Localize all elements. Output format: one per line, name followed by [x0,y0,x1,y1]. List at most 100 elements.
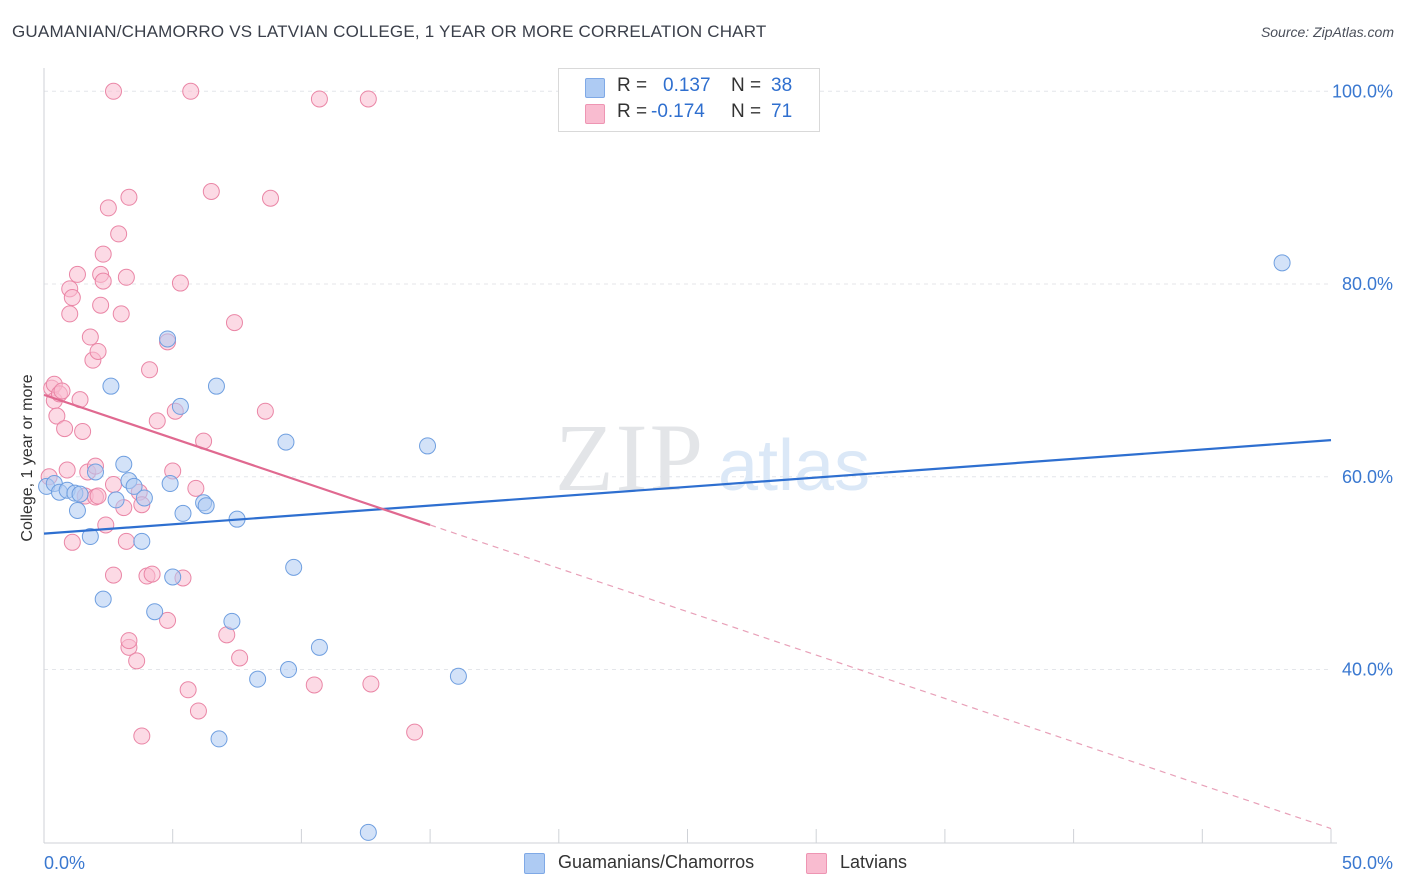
data-point [280,661,298,679]
legend-r-value: -0.174 [651,101,705,122]
legend-swatch-pink [585,104,605,124]
data-point [359,823,377,841]
data-point [115,455,133,473]
data-point [104,475,122,493]
data-point [94,272,112,290]
data-point [449,667,467,685]
legend-n-label: N = [731,75,762,96]
bottom-legend-label: Guamanians/Chamorros [558,852,755,872]
data-point [58,461,76,479]
y-tick-label: 60.0% [1342,467,1393,487]
data-point [305,676,323,694]
data-point [310,90,328,108]
data-point [223,612,241,630]
data-point [107,491,125,509]
data-point [92,296,110,314]
bottom-legend-swatch-blue [524,853,545,874]
latvians-trend-extension [429,524,1332,830]
data-point [53,382,71,400]
bottom-legend-swatch-pink [806,853,827,874]
data-point [256,402,274,420]
chart-title: GUAMANIAN/CHAMORRO VS LATVIAN COLLEGE, 1… [12,22,767,41]
watermark-atlas: atlas [718,426,870,506]
data-point [141,361,159,379]
data-point [189,702,207,720]
data-point [120,188,138,206]
data-point [1273,254,1291,272]
data-point [104,566,122,584]
legend-n-value: 38 [771,75,793,96]
data-point [99,199,117,217]
watermark-zip: ZIP [555,404,705,511]
data-point [277,433,295,451]
data-point [143,565,161,583]
data-point [117,532,135,550]
data-point [133,532,151,550]
data-point [125,477,143,495]
correlation-legend: R = 0.137 N = 38 R = -0.174 N = 71 [558,68,820,132]
data-point [174,504,192,522]
data-point [94,590,112,608]
y-tick-label: 80.0% [1342,274,1393,294]
data-point [249,670,267,688]
tick-labels: 40.0% 60.0% 80.0% 100.0% 0.0% 50.0% [44,81,1393,873]
data-point [56,420,74,438]
data-point [61,305,79,323]
watermark: ZIP atlas [555,404,870,511]
legend-r-label: R = [617,75,648,96]
data-point [74,422,92,440]
data-point [120,632,138,650]
data-point [164,568,182,586]
data-point [210,730,228,748]
data-point [362,675,380,693]
data-point [89,342,107,360]
data-point [359,90,377,108]
data-point [117,268,135,286]
legend-swatch-blue [585,78,605,98]
data-point [159,330,177,348]
data-point [161,475,179,493]
data-point [310,638,328,656]
data-point [128,652,146,670]
data-point [81,328,99,346]
legend-r-label: R = [617,101,648,122]
latvians-trend-line [43,393,431,527]
data-point [171,274,189,292]
data-point [48,407,66,425]
data-point [285,558,303,576]
data-point [110,225,128,243]
x-tick-label: 50.0% [1342,853,1393,873]
data-point [63,533,81,551]
data-point [102,377,120,395]
data-point [71,485,89,503]
data-point [94,245,112,263]
data-point [63,289,81,307]
data-point [231,649,249,667]
grid-lines [44,90,1331,671]
data-point [225,314,243,332]
data-point [187,479,205,497]
data-point [182,82,200,100]
data-point [406,723,424,741]
legend-n-value: 71 [771,101,793,122]
data-point [112,305,130,323]
data-point [171,397,189,415]
data-point [207,377,225,395]
trend-lines [43,393,1332,830]
axes [43,68,1337,844]
legend-r-value: 0.137 [663,75,711,96]
guamanians-points [38,254,1291,841]
data-point [146,603,164,621]
data-point [81,528,99,546]
data-point [86,463,104,481]
data-point [419,437,437,455]
y-axis-label: College, 1 year or more [19,374,36,542]
guamanians-trend-line [43,439,1332,535]
bottom-legend-label: Latvians [840,852,908,872]
data-point [262,189,280,207]
data-point [68,265,86,283]
data-point [202,183,220,201]
data-point [148,412,166,430]
data-point [89,487,107,505]
